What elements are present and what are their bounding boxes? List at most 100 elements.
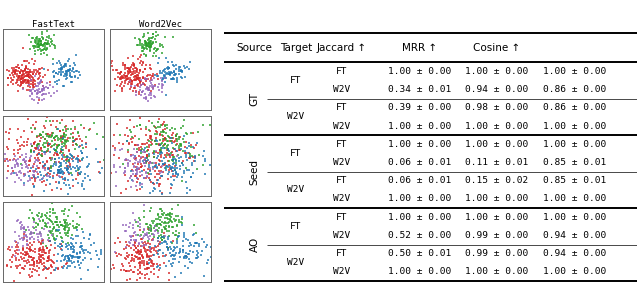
Point — [162, 242, 172, 246]
Point — [156, 152, 166, 157]
Point — [33, 234, 43, 239]
Point — [34, 158, 44, 162]
Point — [57, 223, 67, 227]
Point — [167, 139, 177, 143]
Point — [44, 233, 54, 237]
Text: W2V: W2V — [333, 121, 350, 131]
Point — [59, 227, 69, 232]
Point — [183, 151, 193, 156]
Point — [182, 254, 192, 259]
Point — [164, 270, 174, 275]
Point — [163, 177, 173, 181]
Point — [73, 130, 83, 135]
Point — [157, 132, 167, 137]
Point — [25, 158, 35, 163]
Point — [60, 134, 70, 139]
Point — [184, 151, 195, 156]
Point — [198, 148, 209, 153]
Point — [114, 156, 124, 160]
Point — [163, 59, 173, 64]
Point — [178, 248, 188, 252]
Point — [28, 257, 38, 262]
Point — [145, 76, 156, 80]
Point — [148, 84, 158, 89]
Point — [116, 262, 127, 267]
Point — [4, 136, 15, 141]
Point — [171, 172, 181, 176]
Point — [138, 75, 148, 80]
Point — [13, 164, 24, 168]
Point — [54, 58, 64, 63]
Point — [126, 259, 136, 264]
Point — [134, 173, 145, 178]
Point — [139, 158, 149, 163]
Point — [51, 265, 61, 270]
Point — [33, 142, 44, 147]
Point — [51, 227, 61, 232]
Point — [33, 257, 44, 261]
Point — [18, 86, 28, 91]
Point — [126, 65, 136, 70]
Point — [147, 160, 157, 165]
Point — [174, 146, 184, 150]
Point — [141, 174, 152, 179]
Point — [138, 76, 148, 81]
Point — [153, 47, 163, 51]
Point — [129, 62, 140, 67]
Point — [135, 157, 145, 162]
Point — [24, 174, 35, 178]
Point — [180, 263, 190, 268]
Point — [120, 71, 131, 76]
Point — [137, 63, 147, 67]
Point — [134, 249, 144, 253]
Point — [159, 74, 169, 78]
Point — [155, 221, 165, 226]
Point — [47, 144, 58, 148]
Point — [105, 169, 115, 173]
Text: 0.06 ± 0.01: 0.06 ± 0.01 — [388, 176, 452, 185]
Point — [89, 241, 99, 246]
Point — [51, 133, 61, 138]
Point — [55, 168, 65, 172]
Point — [149, 234, 159, 239]
Point — [42, 225, 52, 230]
Point — [140, 77, 150, 81]
Point — [29, 220, 39, 225]
Point — [23, 117, 33, 121]
Point — [41, 250, 51, 255]
Point — [72, 234, 83, 238]
Point — [142, 254, 152, 258]
Point — [193, 129, 204, 134]
Point — [156, 248, 166, 253]
Point — [142, 203, 152, 207]
Point — [29, 256, 39, 260]
Point — [10, 258, 20, 262]
Point — [170, 157, 180, 162]
Point — [26, 168, 36, 173]
Text: 0.39 ± 0.00: 0.39 ± 0.00 — [388, 103, 452, 112]
Point — [70, 127, 80, 131]
Point — [76, 181, 86, 186]
Point — [156, 232, 166, 237]
Point — [32, 213, 42, 217]
Point — [42, 174, 52, 178]
Point — [36, 98, 47, 102]
Point — [19, 143, 29, 148]
Point — [68, 244, 78, 249]
Point — [32, 69, 42, 74]
Point — [145, 263, 156, 268]
Point — [15, 77, 26, 82]
Point — [46, 231, 56, 236]
Point — [136, 161, 146, 166]
Point — [116, 69, 127, 74]
Point — [68, 184, 78, 188]
Point — [37, 88, 47, 93]
Point — [175, 141, 186, 146]
Point — [135, 68, 145, 73]
Point — [136, 165, 146, 169]
Point — [26, 148, 36, 153]
Point — [45, 213, 55, 218]
Point — [144, 253, 154, 258]
Point — [193, 251, 204, 255]
Point — [141, 77, 151, 81]
